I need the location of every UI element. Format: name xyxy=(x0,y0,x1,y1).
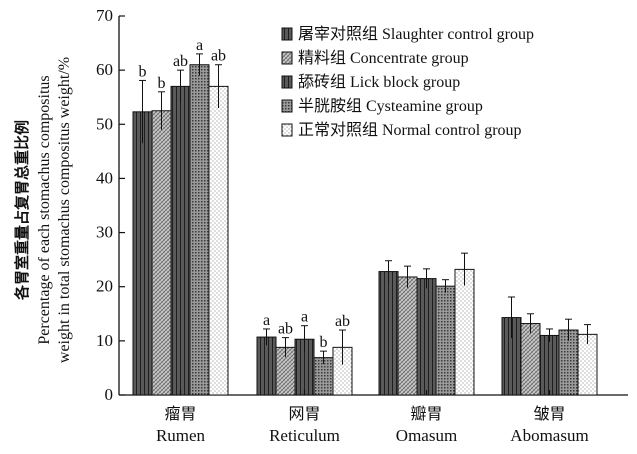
y-tick-label: 30 xyxy=(96,223,113,242)
x-tick-label-en: Rumen xyxy=(156,426,206,445)
significance-label: a xyxy=(263,312,270,329)
bar xyxy=(416,278,437,396)
bar xyxy=(189,64,210,396)
legend-label: 精料组 Concentrate group xyxy=(298,49,469,67)
legend-label: 舔砖组 Lick block group xyxy=(298,73,460,91)
bar xyxy=(151,110,172,396)
bar xyxy=(208,85,229,396)
y-axis-title-en-line2: weight in total stomachus compositus wei… xyxy=(56,57,73,363)
significance-label: b xyxy=(139,63,147,80)
x-axis-labels: 瘤胃 Rumen 网胃 Reticulum 瓣胃 Omasum 皱胃 Abomasum xyxy=(156,390,589,445)
bar xyxy=(256,336,277,396)
y-tick-label: 60 xyxy=(96,60,113,79)
y-axis-ticks: 0 10 20 30 40 50 60 70 xyxy=(96,6,125,404)
y-axis-title-cn: 各胃室重量占复胃总重比例 xyxy=(13,120,31,301)
y-tick-label: 0 xyxy=(105,385,114,404)
legend-label: 半胱胺组 Cysteamine group xyxy=(298,97,483,115)
x-tick-label-en: Omasum xyxy=(396,426,457,445)
significance-label: a xyxy=(196,37,203,54)
significance-label: ab xyxy=(335,313,350,330)
legend-swatch xyxy=(281,123,293,137)
significance-label: ab xyxy=(173,53,188,70)
y-axis-title: 各胃室重量占复胃总重比例 Percentage of each stomachu… xyxy=(13,57,73,363)
bar xyxy=(378,271,399,396)
legend-label: 屠宰对照组 Slaughter control group xyxy=(298,25,534,43)
bar xyxy=(454,268,475,396)
y-tick-label: 70 xyxy=(96,6,113,25)
significance-label: b xyxy=(158,75,166,92)
significance-label: ab xyxy=(278,321,293,338)
bar xyxy=(435,285,456,396)
y-axis-title-en-line1: Percentage of each stomachus compositus xyxy=(36,75,53,344)
y-tick-label: 50 xyxy=(96,114,113,133)
x-tick-label-cn: 瘤胃 xyxy=(164,404,196,423)
legend-label: 正常对照组 Normal control group xyxy=(298,121,522,139)
legend-swatch xyxy=(281,75,293,89)
x-tick-label-en: Reticulum xyxy=(269,426,340,445)
y-tick-label: 20 xyxy=(96,277,113,296)
legend-swatch xyxy=(281,51,293,65)
legend-swatch xyxy=(281,99,293,113)
bar xyxy=(539,334,560,396)
bar xyxy=(520,323,541,396)
legend: 屠宰对照组 Slaughter control group 精料组 Concent… xyxy=(281,25,534,139)
significance-label: a xyxy=(301,309,308,326)
bar xyxy=(170,85,191,396)
x-tick-label-cn: 皱胃 xyxy=(533,404,565,423)
x-tick-label-en: Abomasum xyxy=(510,426,588,445)
y-tick-label: 40 xyxy=(96,168,113,187)
significance-label: ab xyxy=(211,48,226,65)
bar xyxy=(132,111,153,396)
x-tick-label-cn: 瓣胃 xyxy=(410,404,442,423)
significance-label: b xyxy=(320,334,328,351)
legend-swatch xyxy=(281,27,293,41)
x-tick-label-cn: 网胃 xyxy=(288,404,320,423)
bar xyxy=(397,276,418,396)
y-tick-label: 10 xyxy=(96,331,113,350)
